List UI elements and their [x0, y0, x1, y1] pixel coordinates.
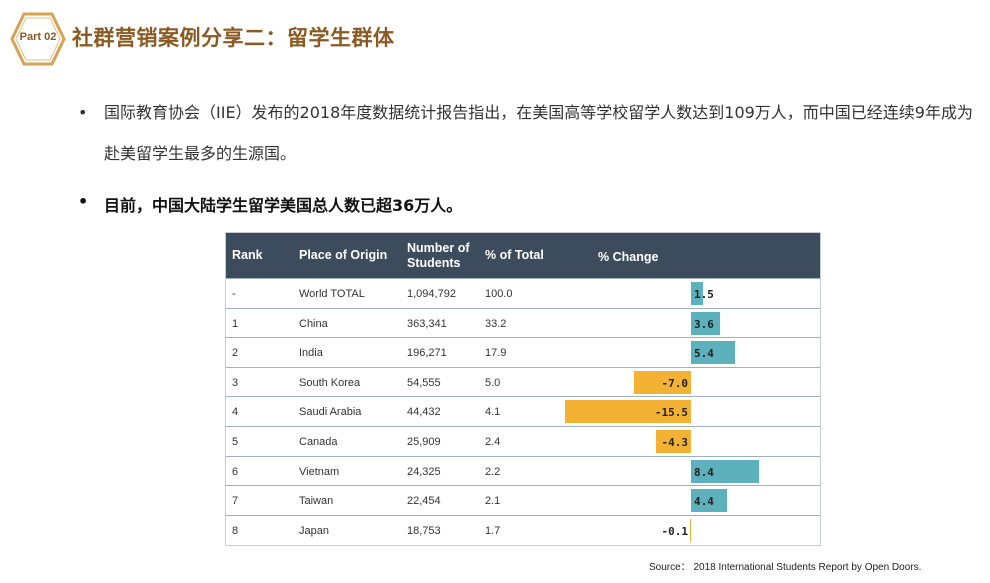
- change-bar: [691, 282, 704, 305]
- cell-students: 44,432: [407, 406, 441, 419]
- cell-place: India: [299, 347, 323, 360]
- cell-rank: -: [232, 288, 236, 300]
- cell-pct-total: 33.2: [485, 317, 507, 330]
- cell-rank: 3: [232, 376, 239, 389]
- table-row: 7 Taiwan 22,454 2.1 4.4: [226, 485, 820, 516]
- part-label: Part 02: [19, 31, 57, 43]
- cell-pct-total: 17.9: [485, 347, 507, 360]
- cell-place: Canada: [299, 436, 338, 448]
- col-header-rank: Rank: [232, 248, 263, 262]
- change-bar: [634, 370, 691, 394]
- change-bar: [691, 311, 721, 335]
- cell-students: 18,753: [407, 524, 441, 537]
- cell-place: South Korea: [299, 376, 361, 389]
- cell-pct-total: 2.2: [485, 465, 501, 478]
- col-header-change: % Change: [598, 250, 659, 264]
- bullet-icon: •: [78, 192, 89, 211]
- cell-pct-total: 4.1: [485, 406, 501, 419]
- cell-rank: 4: [232, 406, 239, 419]
- change-label: -15.5: [654, 406, 688, 420]
- change-label: -7.0: [661, 376, 689, 390]
- table-row: 3 South Korea 54,555 5.0 -7.0: [226, 366, 820, 398]
- cell-place: Vietnam: [299, 465, 340, 478]
- change-bar: [690, 518, 691, 542]
- table-row: - World TOTAL 1,094,792 100.0 1.5: [226, 278, 820, 309]
- cell-pct-total: 2.1: [485, 495, 501, 508]
- cell-students: 1,094,792: [407, 288, 456, 300]
- change-label: 4.4: [694, 495, 714, 509]
- change-label: 1.5: [694, 288, 714, 301]
- cell-place: Japan: [299, 524, 329, 537]
- cell-rank: 7: [232, 495, 239, 508]
- hexagon-badge-icon: [10, 12, 66, 66]
- table-row: 1 China 363,341 33.2 3.6: [226, 307, 820, 339]
- cell-rank: 8: [232, 524, 239, 537]
- col-header-number-line2: Students: [407, 256, 461, 270]
- change-bar: [691, 459, 760, 483]
- table-row: 4 Saudi Arabia 44,432 4.1 -15.5: [226, 396, 820, 427]
- cell-students: 196,271: [407, 347, 447, 360]
- change-label: -0.1: [661, 524, 689, 538]
- cell-pct-total: 100.0: [485, 288, 513, 300]
- table-header: Rank Place of Origin Number of Students …: [226, 233, 820, 278]
- cell-pct-total: 1.7: [485, 524, 501, 537]
- cell-pct-total: 5.0: [485, 376, 501, 389]
- cell-place: Taiwan: [299, 495, 334, 508]
- part-badge: Part 02: [10, 12, 66, 66]
- change-label: 8.4: [694, 465, 714, 479]
- change-bar: [691, 489, 727, 513]
- source-note: Source： 2018 International Students Repo…: [649, 562, 922, 573]
- bullet-text-1: 国际教育协会（IIE）发布的2018年度数据统计报告指出，在美国高等学校留学人数…: [104, 103, 973, 163]
- students-table: Rank Place of Origin Number of Students …: [225, 232, 821, 546]
- change-bar: [691, 341, 735, 365]
- col-header-number-line1: Number of: [407, 241, 470, 255]
- table-row: 5 Canada 25,909 2.4 -4.3: [226, 426, 820, 457]
- table-row: 8 Japan 18,753 1.7 -0.1: [226, 514, 820, 546]
- cell-rank: 2: [232, 347, 239, 360]
- change-bar: [565, 400, 691, 424]
- col-header-pct-total: % of Total: [485, 248, 544, 262]
- cell-students: 25,909: [407, 436, 441, 448]
- cell-rank: 6: [232, 465, 239, 478]
- change-label: 3.6: [694, 317, 714, 331]
- cell-students: 54,555: [407, 376, 441, 389]
- cell-pct-total: 2.4: [485, 436, 501, 448]
- cell-place: World TOTAL: [299, 288, 365, 300]
- cell-place: Saudi Arabia: [299, 406, 362, 419]
- bullet-text-2: 目前，中国大陆学生留学美国总人数已超36万人。: [104, 196, 463, 215]
- change-label: -4.3: [661, 436, 689, 449]
- cell-students: 363,341: [407, 317, 447, 330]
- col-header-place: Place of Origin: [299, 248, 388, 262]
- bullet-icon: •: [78, 103, 88, 122]
- table-row: 2 India 196,271 17.9 5.4: [226, 337, 820, 368]
- table-row: 6 Vietnam 24,325 2.2 8.4: [226, 455, 820, 487]
- change-bar: [656, 430, 691, 453]
- cell-place: China: [299, 317, 328, 330]
- change-label: 5.4: [694, 347, 714, 361]
- cell-rank: 1: [232, 317, 239, 330]
- cell-students: 24,325: [407, 465, 441, 478]
- cell-rank: 5: [232, 436, 239, 448]
- page-title: 社群营销案例分享二：留学生群体: [72, 26, 395, 50]
- cell-students: 22,454: [407, 495, 441, 508]
